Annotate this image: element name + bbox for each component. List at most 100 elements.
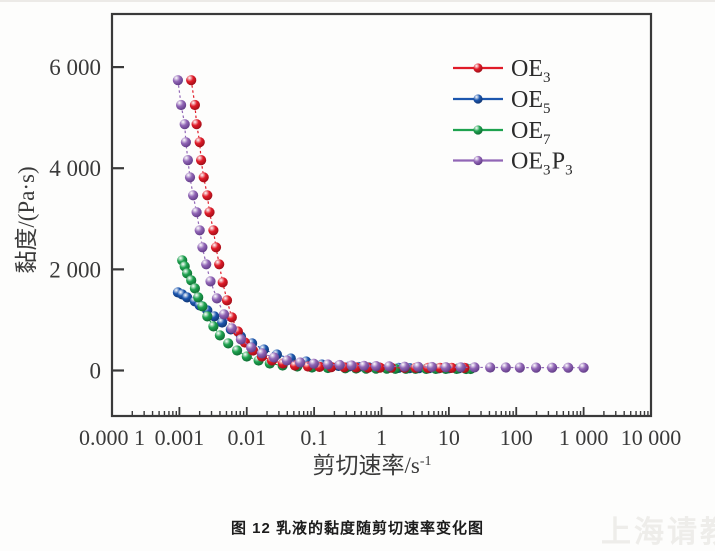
data-point bbox=[202, 311, 213, 322]
data-point bbox=[370, 361, 382, 372]
x-tick-label: 0.1 bbox=[300, 425, 328, 450]
series-OE3P3-beads bbox=[172, 75, 589, 373]
data-point bbox=[210, 242, 222, 253]
y-tick-label: 0 bbox=[90, 358, 102, 383]
data-point bbox=[176, 99, 187, 111]
data-point bbox=[485, 362, 496, 373]
data-point bbox=[197, 301, 208, 312]
data-point bbox=[514, 362, 525, 373]
data-point bbox=[180, 137, 191, 148]
x-tick-label: 1 bbox=[376, 425, 387, 450]
data-point bbox=[346, 360, 357, 371]
data-point bbox=[189, 99, 200, 111]
legend-marker bbox=[473, 63, 483, 73]
legend-label: OE5 bbox=[511, 87, 552, 117]
data-point bbox=[189, 283, 200, 294]
x-axis-title: 剪切速率/s-1 bbox=[312, 453, 431, 478]
data-point bbox=[202, 190, 213, 201]
y-axis-title: 黏度/(Pa·s) bbox=[14, 166, 39, 273]
data-point bbox=[469, 362, 480, 373]
y-tick-label: 4 000 bbox=[49, 156, 101, 181]
data-point bbox=[281, 355, 292, 366]
x-tick-label: 100 bbox=[500, 425, 533, 450]
data-point bbox=[578, 362, 589, 373]
data-point bbox=[214, 259, 225, 270]
legend-label: OE7 bbox=[511, 118, 552, 148]
x-tick-label: 0.000 1 bbox=[79, 425, 145, 450]
axis-ticks: 0.000 1 0.001 0.01 0.1 1 10 100 1 000 10 000 0 2 0… bbox=[49, 55, 681, 450]
data-point bbox=[179, 119, 190, 130]
data-point bbox=[208, 225, 219, 236]
legend-item-OE3P3: OE3 P3 bbox=[453, 149, 574, 179]
data-series bbox=[172, 75, 589, 375]
data-point bbox=[399, 361, 410, 372]
data-point bbox=[322, 359, 333, 370]
data-point bbox=[308, 358, 319, 369]
data-point bbox=[500, 362, 511, 373]
data-point bbox=[256, 348, 267, 359]
data-point bbox=[205, 276, 216, 287]
data-point bbox=[217, 317, 228, 328]
data-point bbox=[232, 345, 243, 356]
data-point bbox=[217, 277, 228, 288]
data-point bbox=[455, 362, 466, 373]
data-point bbox=[268, 352, 280, 363]
legend-item-OE5: OE5 bbox=[453, 87, 552, 117]
data-point bbox=[188, 190, 199, 201]
data-point bbox=[211, 293, 222, 304]
data-point bbox=[191, 207, 202, 218]
data-point bbox=[209, 311, 220, 322]
data-point bbox=[182, 155, 193, 166]
data-point bbox=[184, 172, 196, 183]
data-point bbox=[226, 312, 237, 323]
data-point bbox=[384, 361, 395, 372]
data-point bbox=[531, 362, 542, 373]
data-point bbox=[246, 342, 257, 353]
data-point bbox=[201, 259, 212, 270]
x-tick-label: 10 000 bbox=[621, 425, 682, 450]
data-point bbox=[172, 75, 183, 86]
data-point bbox=[221, 295, 233, 306]
data-point bbox=[204, 207, 215, 218]
data-point bbox=[194, 225, 205, 236]
y-tick-label: 6 000 bbox=[49, 55, 101, 80]
series-OE5-line bbox=[177, 291, 467, 369]
legend-marker bbox=[473, 155, 483, 166]
data-point bbox=[413, 361, 424, 372]
data-point bbox=[198, 172, 209, 183]
x-tick-label: 10 bbox=[438, 425, 460, 450]
data-point bbox=[194, 137, 205, 148]
legend: OE3 OE5 OE7 OE3 P3 bbox=[453, 56, 574, 179]
data-point bbox=[208, 321, 219, 332]
viscosity-shear-rate-chart: 0.000 1 0.001 0.01 0.1 1 10 100 1 000 10 000 0 2 0… bbox=[14, 12, 681, 478]
data-point bbox=[563, 362, 574, 373]
data-point bbox=[186, 75, 197, 86]
data-point bbox=[186, 275, 197, 286]
data-point bbox=[214, 330, 225, 341]
data-point bbox=[426, 361, 437, 373]
data-point bbox=[334, 359, 345, 371]
legend-marker bbox=[473, 125, 483, 135]
x-tick-label: 1 000 bbox=[559, 425, 609, 450]
legend-label: OE3 bbox=[511, 56, 552, 86]
data-point bbox=[226, 323, 237, 334]
y-tick-label: 2 000 bbox=[49, 257, 101, 282]
data-point bbox=[235, 334, 246, 345]
x-tick-label: 0.01 bbox=[228, 425, 267, 450]
x-tick-label: 0.001 bbox=[155, 425, 205, 450]
data-point bbox=[218, 309, 230, 320]
series-OE3P3-line bbox=[177, 80, 584, 369]
data-point bbox=[182, 292, 193, 303]
legend-marker bbox=[473, 94, 483, 104]
data-point bbox=[197, 242, 208, 253]
data-point bbox=[295, 357, 306, 368]
data-point bbox=[191, 119, 202, 130]
data-point bbox=[196, 155, 207, 166]
legend-label: OE3 P3 bbox=[511, 149, 574, 179]
data-point bbox=[440, 362, 451, 373]
data-point bbox=[547, 362, 558, 373]
data-point bbox=[193, 292, 204, 303]
watermark-text: 上海请教 bbox=[601, 516, 715, 549]
data-point bbox=[358, 360, 370, 371]
